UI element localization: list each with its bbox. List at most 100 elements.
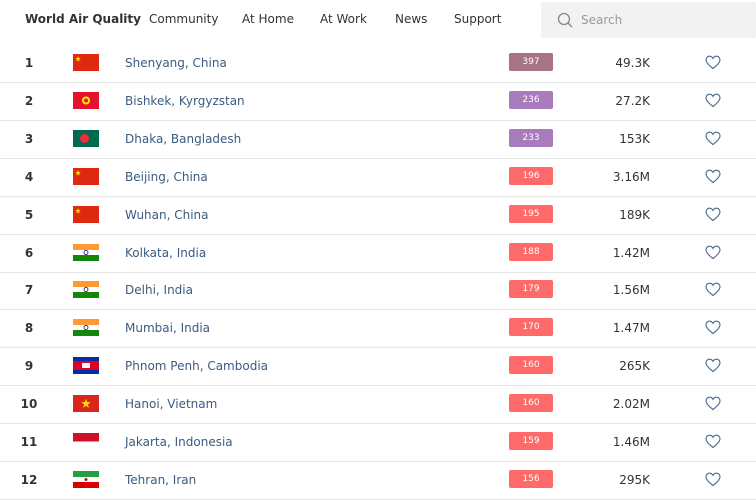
ranking-row: 10 Hanoi, Vietnam 160 2.02M [0, 385, 756, 425]
follow-button[interactable] [705, 131, 721, 150]
city-link[interactable]: Jakarta, Indonesia [125, 435, 233, 449]
flag-icon [73, 433, 99, 454]
flag [73, 205, 99, 223]
aqi-badge: 188 [509, 242, 553, 261]
city-link[interactable]: Dhaka, Bangladesh [125, 131, 242, 146]
rank: 11 [20, 435, 38, 449]
flag-icon [73, 281, 99, 302]
flag-icon [73, 357, 99, 378]
ranking-row: 2 Bishkek, Kyrgyzstan 236 27.2K [0, 82, 756, 121]
followers-count: 189K [619, 207, 650, 222]
nav-link[interactable]: At Home [242, 12, 294, 26]
ranking-row: 1 Shenyang, China 397 49.3K [0, 44, 756, 83]
heart-icon [705, 358, 721, 373]
followers-count: 265K [619, 359, 650, 374]
aqi-badge: 236 [509, 90, 553, 109]
heart-icon [705, 283, 721, 297]
rank: 8 [24, 321, 34, 336]
follow-button[interactable] [705, 207, 721, 226]
search-icon [557, 12, 573, 28]
flag-icon [73, 91, 99, 113]
flag [73, 433, 99, 450]
nav-link[interactable]: World Air Quality [25, 12, 141, 26]
follow-button[interactable] [705, 93, 721, 112]
ranking-row: 8 Mumbai, India 170 1.47M [0, 309, 756, 349]
follow-button[interactable] [705, 358, 721, 377]
heart-icon [705, 93, 721, 108]
city-link[interactable]: Mumbai, India [125, 321, 211, 336]
followers-count: 49.3K [615, 56, 650, 70]
heart-icon [705, 320, 721, 335]
city-link[interactable]: Kolkata, India [125, 245, 207, 260]
follow-button[interactable] [705, 245, 721, 264]
ranking-row: 4 Beijing, China 196 3.16M [0, 158, 756, 197]
flag-icon [73, 54, 99, 75]
follow-button[interactable] [705, 169, 721, 188]
follow-button[interactable] [705, 434, 721, 453]
flag-icon [73, 319, 99, 340]
follow-button[interactable] [705, 55, 721, 74]
followers-count: 1.47M [612, 321, 650, 336]
rank: 1 [24, 56, 34, 70]
flag [73, 243, 99, 261]
aqi-badge: 397 [509, 53, 553, 71]
city-link[interactable]: Delhi, India [125, 283, 193, 298]
aqi-badge: 195 [509, 204, 553, 223]
nav-link[interactable]: Community [149, 12, 219, 26]
followers-count: 27.2K [615, 93, 650, 108]
rank: 4 [24, 169, 34, 184]
flag-icon [73, 243, 99, 265]
heart-icon [705, 169, 721, 183]
flag [73, 54, 99, 71]
heart-icon [705, 396, 721, 411]
rank: 7 [24, 283, 34, 298]
rank: 10 [20, 397, 38, 412]
city-link[interactable]: Tehran, Iran [125, 472, 197, 487]
ranking-row: 6 Kolkata, India 188 1.42M [0, 234, 756, 273]
aqi-badge: 160 [509, 394, 553, 413]
city-link[interactable]: Bishkek, Kyrgyzstan [125, 93, 245, 108]
flag [73, 395, 99, 413]
aqi-badge: 179 [509, 280, 553, 299]
heart-icon [705, 472, 721, 487]
city-link[interactable]: Shenyang, China [125, 56, 227, 70]
follow-button[interactable] [705, 320, 721, 339]
followers-count: 153K [619, 131, 650, 146]
followers-count: 1.56M [612, 283, 650, 298]
nav-link[interactable]: News [395, 12, 428, 26]
city-link[interactable]: Wuhan, China [125, 207, 209, 222]
flag [73, 281, 99, 299]
ranking-row: 3 Dhaka, Bangladesh 233 153K [0, 120, 756, 159]
aqi-badge: 196 [509, 166, 553, 185]
aqi-badge: 170 [509, 318, 553, 337]
flag-icon [73, 167, 99, 189]
city-link[interactable]: Phnom Penh, Cambodia [125, 359, 269, 374]
flag-icon [73, 395, 99, 416]
rank: 2 [24, 93, 34, 108]
city-link[interactable]: Beijing, China [125, 169, 208, 184]
followers-count: 295K [619, 472, 650, 487]
flag-icon [73, 129, 99, 151]
follow-button[interactable] [705, 472, 721, 491]
followers-count: 1.42M [612, 245, 650, 260]
heart-icon [705, 55, 721, 70]
flag-icon [73, 205, 99, 227]
ranking-row: 11 Jakarta, Indonesia 159 1.46M [0, 423, 756, 462]
ranking-row: 7 Delhi, India 179 1.56M [0, 271, 756, 311]
city-link[interactable]: Hanoi, Vietnam [125, 397, 218, 412]
followers-count: 2.02M [612, 397, 650, 412]
nav-link[interactable]: Support [454, 12, 502, 26]
flag-icon [73, 470, 99, 492]
search-box[interactable]: Search [541, 2, 756, 38]
heart-icon [705, 131, 721, 145]
heart-icon [705, 245, 721, 259]
follow-button[interactable] [705, 282, 721, 301]
nav-bar: Search World Air Quality Community At Home… [0, 0, 756, 40]
follow-button[interactable] [705, 396, 721, 415]
rank: 3 [24, 131, 34, 146]
flag [73, 91, 99, 109]
followers-count: 3.16M [612, 169, 650, 184]
flag [73, 167, 99, 185]
nav-link[interactable]: At Work [320, 12, 367, 26]
